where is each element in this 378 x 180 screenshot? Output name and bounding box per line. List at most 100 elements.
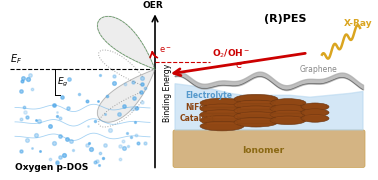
Point bbox=[51, 103, 57, 106]
Point bbox=[51, 142, 57, 145]
Point bbox=[142, 141, 148, 144]
Point bbox=[24, 139, 30, 141]
Point bbox=[124, 131, 130, 134]
Point bbox=[132, 121, 138, 124]
Point bbox=[54, 161, 60, 164]
Text: Electrolyte: Electrolyte bbox=[185, 91, 232, 100]
Point bbox=[134, 106, 140, 109]
Text: Graphene: Graphene bbox=[299, 65, 337, 74]
Point bbox=[61, 154, 67, 157]
Point bbox=[95, 99, 101, 102]
Point bbox=[37, 150, 43, 153]
Text: Binding Energy: Binding Energy bbox=[163, 64, 172, 122]
Point bbox=[18, 149, 24, 152]
Point bbox=[18, 117, 24, 120]
Point bbox=[112, 82, 118, 85]
Ellipse shape bbox=[234, 94, 278, 104]
Text: O$_2$/OH$^-$: O$_2$/OH$^-$ bbox=[212, 47, 250, 60]
Point bbox=[133, 106, 139, 109]
Point bbox=[57, 116, 63, 119]
Text: e$^-$: e$^-$ bbox=[235, 60, 249, 71]
Point bbox=[92, 161, 98, 164]
Point bbox=[57, 134, 64, 137]
Point bbox=[28, 146, 34, 149]
Point bbox=[92, 119, 98, 122]
Text: NiFe-
Catalyst: NiFe- Catalyst bbox=[179, 103, 215, 123]
Ellipse shape bbox=[234, 117, 278, 127]
Point bbox=[21, 106, 27, 109]
Point bbox=[65, 106, 71, 109]
Text: E$_F$: E$_F$ bbox=[10, 53, 22, 66]
Point bbox=[46, 125, 53, 128]
Text: (R)PES: (R)PES bbox=[264, 14, 306, 24]
Point bbox=[24, 116, 30, 118]
Point bbox=[139, 82, 145, 85]
Point bbox=[102, 112, 108, 115]
Point bbox=[59, 96, 65, 99]
Ellipse shape bbox=[200, 98, 244, 108]
Point bbox=[96, 151, 102, 154]
Point bbox=[112, 75, 118, 78]
Ellipse shape bbox=[234, 112, 278, 121]
Point bbox=[19, 79, 25, 82]
Point bbox=[96, 163, 102, 166]
Point bbox=[64, 137, 70, 140]
Point bbox=[116, 113, 122, 116]
Point bbox=[33, 119, 39, 122]
Point bbox=[68, 139, 74, 142]
Text: Ionomer: Ionomer bbox=[242, 146, 284, 155]
Point bbox=[139, 100, 145, 103]
Point bbox=[22, 110, 28, 113]
Ellipse shape bbox=[301, 103, 329, 111]
Point bbox=[53, 162, 59, 165]
Point bbox=[142, 86, 148, 89]
Ellipse shape bbox=[301, 109, 329, 116]
Point bbox=[66, 77, 72, 80]
Point bbox=[125, 145, 131, 148]
Point bbox=[70, 148, 76, 151]
Point bbox=[122, 82, 128, 85]
Polygon shape bbox=[175, 84, 363, 130]
Ellipse shape bbox=[200, 110, 244, 119]
Point bbox=[121, 105, 127, 107]
Ellipse shape bbox=[270, 110, 306, 119]
Point bbox=[76, 92, 82, 95]
Ellipse shape bbox=[234, 106, 278, 116]
Point bbox=[47, 157, 53, 160]
Point bbox=[57, 155, 63, 158]
Point bbox=[129, 107, 135, 110]
Point bbox=[138, 90, 144, 93]
Point bbox=[133, 133, 139, 136]
Text: X-Ray: X-Ray bbox=[344, 19, 372, 28]
Point bbox=[27, 74, 33, 77]
Point bbox=[84, 143, 90, 146]
Point bbox=[97, 74, 103, 76]
Point bbox=[102, 144, 108, 147]
Polygon shape bbox=[98, 16, 155, 122]
Point bbox=[117, 144, 123, 147]
Point bbox=[135, 141, 141, 144]
Point bbox=[54, 110, 60, 113]
Point bbox=[128, 135, 134, 138]
Point bbox=[29, 88, 35, 91]
Ellipse shape bbox=[234, 100, 278, 110]
Point bbox=[101, 156, 107, 159]
Point bbox=[120, 139, 126, 142]
Point bbox=[84, 100, 90, 103]
Point bbox=[107, 129, 113, 132]
Text: OER: OER bbox=[143, 1, 163, 10]
Polygon shape bbox=[98, 16, 155, 122]
Point bbox=[130, 81, 136, 84]
Text: e$^-$: e$^-$ bbox=[159, 45, 172, 55]
Ellipse shape bbox=[200, 104, 244, 114]
Ellipse shape bbox=[200, 116, 244, 125]
Point bbox=[131, 96, 137, 99]
Point bbox=[20, 76, 26, 79]
Text: Oxygen p-DOS: Oxygen p-DOS bbox=[15, 163, 88, 172]
Ellipse shape bbox=[301, 114, 329, 122]
Point bbox=[139, 77, 145, 80]
Ellipse shape bbox=[270, 104, 306, 113]
Point bbox=[117, 157, 123, 160]
FancyBboxPatch shape bbox=[173, 130, 365, 167]
Point bbox=[18, 89, 24, 92]
